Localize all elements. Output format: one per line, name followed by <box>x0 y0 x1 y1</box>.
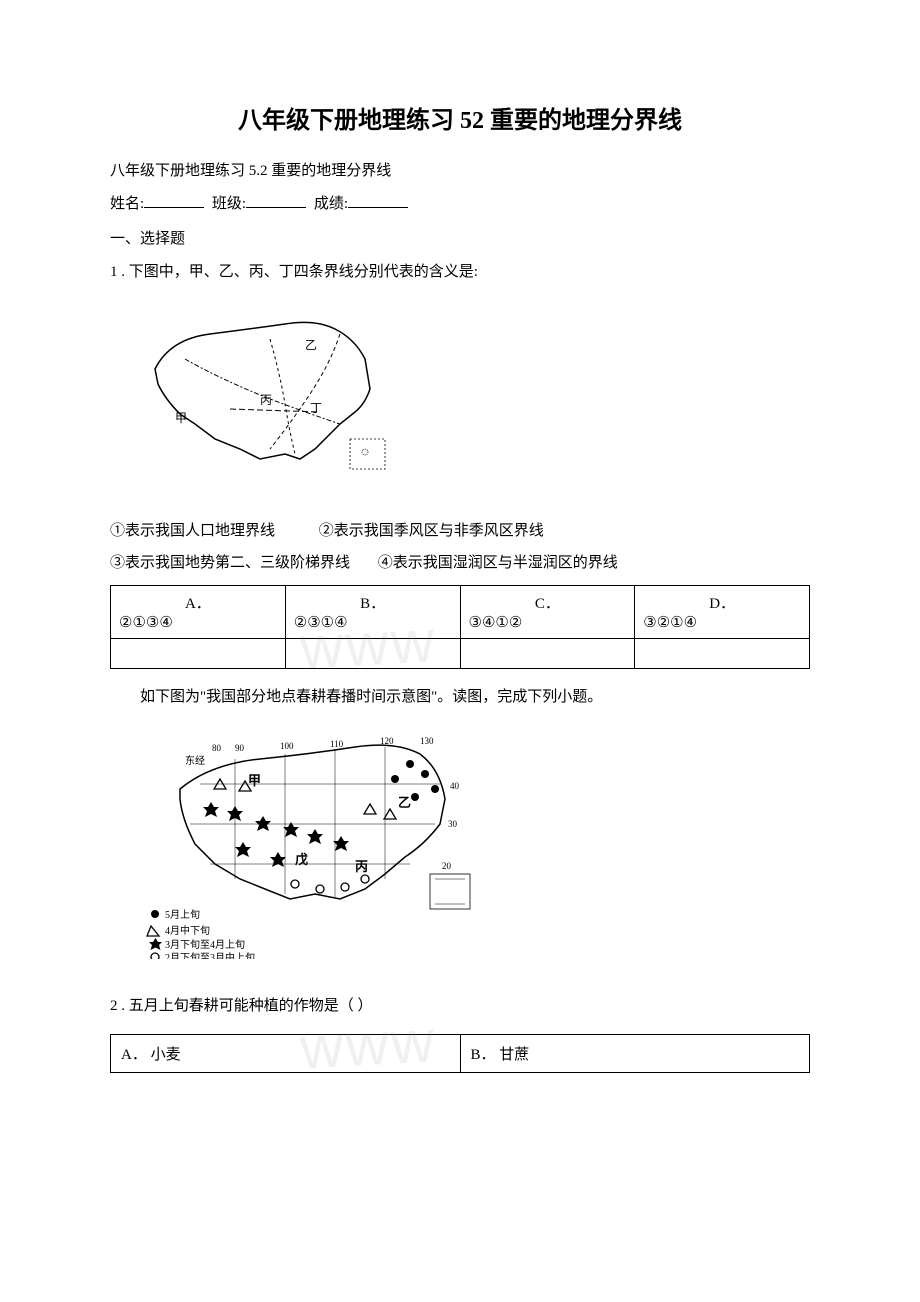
map-label-ding: 丁 <box>310 401 322 415</box>
svg-text:80: 80 <box>212 743 222 753</box>
svg-text:90: 90 <box>235 743 245 753</box>
q1-empty-cell <box>460 639 635 669</box>
name-blank[interactable] <box>144 190 204 208</box>
svg-text:30: 30 <box>448 819 458 829</box>
class-blank[interactable] <box>246 190 306 208</box>
q2-opt-a-text: 小麦 <box>151 1047 181 1063</box>
q1-stem: 1 . 下图中，甲、乙、丙、丁四条界线分别代表的含义是: <box>110 260 810 284</box>
q1-opt-b-text: ②③①④ <box>294 615 348 631</box>
q1-opt-a-text: ②①③④ <box>119 615 173 631</box>
q1-options-table: A． ②①③④ B． ②③①④ C． ③④①② D． ③②①④ <box>110 585 810 669</box>
svg-text:甲: 甲 <box>248 773 261 788</box>
q1-empty-cell <box>635 639 810 669</box>
q2-options-table: A． 小麦 B． 甘蔗 <box>110 1034 810 1073</box>
q1-empty-cell <box>285 639 460 669</box>
svg-text:5月上旬: 5月上旬 <box>165 908 200 921</box>
q1-option-a[interactable]: A． ②①③④ <box>111 586 286 639</box>
map-label-yi: 乙 <box>305 338 317 352</box>
svg-text:40: 40 <box>450 781 460 791</box>
class-label: 班级: <box>212 196 246 212</box>
svg-text:110: 110 <box>330 739 344 749</box>
q1-option-d[interactable]: D． ③②①④ <box>635 586 810 639</box>
q2-option-a[interactable]: A． 小麦 <box>111 1035 461 1073</box>
q1-opt-b-label: B． <box>294 592 452 613</box>
q2-map-svg: 80 90 100 110 120 130 20 30 40 东经 甲 乙 戊 … <box>140 729 480 959</box>
svg-text:120: 120 <box>380 736 394 746</box>
q1-legend-1: ①表示我国人口地理界线 <box>110 523 275 539</box>
q1-opt-c-text: ③④①② <box>469 615 523 631</box>
score-blank[interactable] <box>348 190 408 208</box>
student-info-line: 姓名: 班级: 成绩: <box>110 190 810 213</box>
subtitle: 八年级下册地理练习 5.2 重要的地理分界线 <box>110 159 810 180</box>
q1-option-b[interactable]: B． ②③①④ <box>285 586 460 639</box>
svg-text:20: 20 <box>442 861 452 871</box>
q1-legend-3: ③表示我国地势第二、三级阶梯界线 <box>110 555 350 571</box>
svg-text:戊: 戊 <box>294 852 308 867</box>
q1-empty-cell <box>111 639 286 669</box>
svg-text:4月中下旬: 4月中下旬 <box>165 924 210 937</box>
q1-option-c[interactable]: C． ③④①② <box>460 586 635 639</box>
q1-opt-c-label: C． <box>469 592 627 613</box>
q1-opt-d-text: ③②①④ <box>643 615 697 631</box>
q2-opt-a-label: A． <box>121 1047 147 1063</box>
map-label-bing: 丙 <box>260 393 272 407</box>
q1-legend-row2: ③表示我国地势第二、三级阶梯界线 ④表示我国湿润区与半湿润区的界线 <box>110 551 810 575</box>
q1-legend-4: ④表示我国湿润区与半湿润区的界线 <box>378 555 618 571</box>
svg-text:2月下旬至3月中上旬: 2月下旬至3月中上旬 <box>165 951 255 959</box>
q1-figure: 甲 乙 丙 丁 <box>140 304 810 489</box>
q2-opt-b-label: B． <box>471 1047 496 1063</box>
q1-legend-row1: ①表示我国人口地理界线 ②表示我国季风区与非季风区界线 <box>110 519 810 543</box>
q2-option-b[interactable]: B． 甘蔗 <box>460 1035 810 1073</box>
svg-text:3月下旬至4月上旬: 3月下旬至4月上旬 <box>165 938 245 951</box>
name-label: 姓名: <box>110 196 144 212</box>
q1-opt-d-label: D． <box>643 592 801 613</box>
page-title: 八年级下册地理练习 52 重要的地理分界线 <box>110 100 810 135</box>
q1-map-svg: 甲 乙 丙 丁 <box>140 304 390 484</box>
q2-figure: 80 90 100 110 120 130 20 30 40 东经 甲 乙 戊 … <box>140 729 810 964</box>
svg-text:乙: 乙 <box>398 795 411 810</box>
q2-intro: 如下图为"我国部分地点春耕春播时间示意图"。读图，完成下列小题。 <box>110 685 810 709</box>
svg-text:100: 100 <box>280 741 294 751</box>
svg-text:130: 130 <box>420 736 434 746</box>
svg-text:丙: 丙 <box>355 859 368 874</box>
section-heading: 一、选择题 <box>110 227 810 248</box>
q2-opt-b-text: 甘蔗 <box>499 1047 529 1063</box>
score-label: 成绩: <box>314 196 348 212</box>
q1-legend-2: ②表示我国季风区与非季风区界线 <box>319 523 544 539</box>
q1-opt-a-label: A． <box>119 592 277 613</box>
map-label-jia: 甲 <box>175 411 187 425</box>
svg-text:东经: 东经 <box>185 754 205 767</box>
q2-stem: 2 . 五月上旬春耕可能种植的作物是（ ） <box>110 994 810 1018</box>
